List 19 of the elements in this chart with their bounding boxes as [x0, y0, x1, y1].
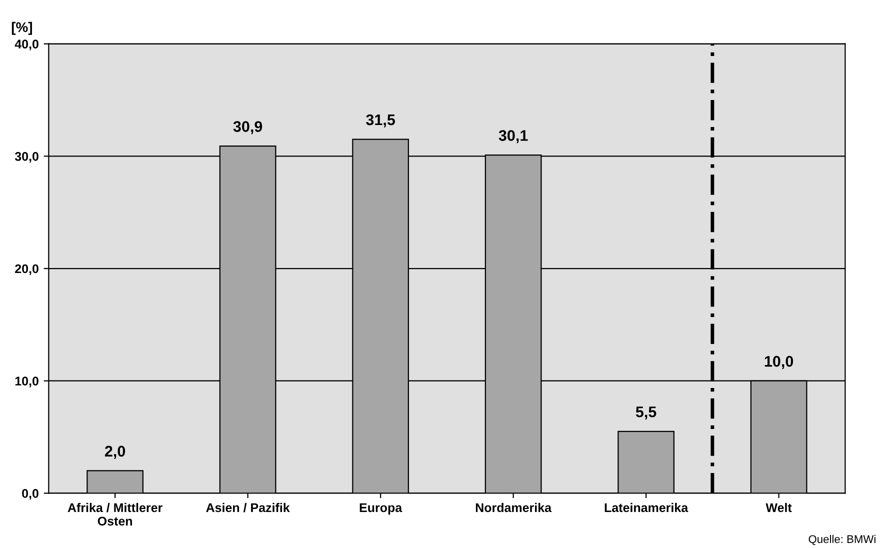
- y-tick-label: 0,0: [22, 489, 38, 500]
- x-tick-label: Welt: [766, 502, 792, 512]
- y-tick-label: 20,0: [15, 264, 38, 275]
- data-label: 2,0: [104, 446, 126, 459]
- x-tick-label: Lateinamerika: [604, 502, 688, 512]
- x-tick-label: Afrika / Mittlerer Osten: [68, 502, 162, 526]
- y-tick-label: 30,0: [14, 152, 38, 163]
- source-note: Quelle: BMWi: [808, 534, 876, 546]
- y-tick-label: 10,0: [15, 376, 38, 388]
- data-label: 30,9: [233, 121, 262, 134]
- data-label: 5,5: [636, 406, 656, 420]
- y-axis-title: [%]: [12, 22, 32, 35]
- data-label: 10,0: [764, 356, 794, 369]
- data-label: 31,5: [366, 114, 395, 128]
- data-label: 30,1: [498, 130, 528, 144]
- x-tick-label: Europa: [360, 503, 402, 515]
- x-tick-label: Asien / Pazifik: [206, 502, 290, 512]
- x-tick-label: Nordamerika: [476, 502, 552, 512]
- y-tick-label: 40,0: [14, 40, 38, 50]
